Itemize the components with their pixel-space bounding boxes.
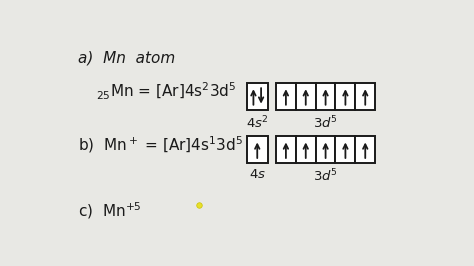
Text: $_{25}$Mn = [Ar]4s$^{2}$3d$^{5}$: $_{25}$Mn = [Ar]4s$^{2}$3d$^{5}$ [96, 81, 237, 102]
Text: c)  Mn$^{+5}$: c) Mn$^{+5}$ [78, 200, 141, 221]
Text: b)  Mn$^+$ = [Ar]4s$^{1}$3d$^{5}$: b) Mn$^+$ = [Ar]4s$^{1}$3d$^{5}$ [78, 134, 243, 155]
Bar [336, 136, 356, 163]
Bar [246, 83, 268, 110]
Bar [356, 83, 375, 110]
Bar [316, 136, 336, 163]
Text: $3d^5$: $3d^5$ [313, 115, 338, 131]
Text: $4s^2$: $4s^2$ [246, 115, 269, 131]
Bar [336, 83, 356, 110]
Bar [356, 136, 375, 163]
Bar [246, 136, 268, 163]
Bar [296, 83, 316, 110]
Bar [316, 83, 336, 110]
Text: $4s$: $4s$ [249, 168, 266, 181]
Text: a)  Mn  atom: a) Mn atom [78, 50, 175, 65]
Bar [276, 83, 296, 110]
Text: $3d^5$: $3d^5$ [313, 168, 338, 185]
Bar [296, 136, 316, 163]
Bar [276, 136, 296, 163]
